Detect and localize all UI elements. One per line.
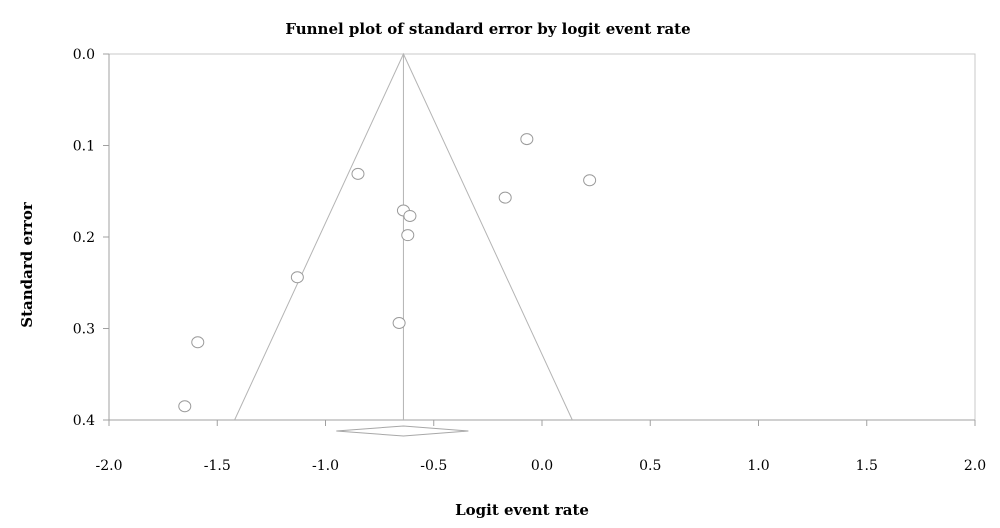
study-point [392,317,406,330]
x-axis-label: Logit event rate [455,501,589,519]
x-tick-label: 1.5 [856,458,878,474]
y-tick-label: 0.1 [73,139,95,155]
y-tick-label: 0.3 [73,322,95,338]
study-point [351,167,365,180]
study-point [583,174,597,187]
study-point [498,191,512,204]
y-axis-label: Standard error [18,201,36,328]
study-point [520,133,534,146]
summary-diamond [336,425,469,437]
x-tick-label: 0.0 [531,458,553,474]
x-tick-label: -0.5 [420,458,447,474]
study-point [403,209,417,222]
x-tick-label: -2.0 [96,458,123,474]
x-tick-label: 2.0 [964,458,986,474]
study-point [191,336,205,349]
y-tick-label: 0.0 [73,47,95,63]
study-point [401,229,415,242]
plot-area: -2.0 -1.5 -1.0 -0.5 0.0 0.5 1.0 1.5 2.0 0.0 0.1 0.2… [73,47,986,474]
x-tick-label: 0.5 [639,458,661,474]
study-point [178,400,192,413]
x-tick-label: 1.0 [747,458,769,474]
x-tick-label: -1.5 [204,458,231,474]
chart-title: Funnel plot of standard error by logit e… [285,20,690,38]
x-tick-label: -1.0 [312,458,339,474]
study-point [290,271,304,284]
plot-frame [108,53,976,421]
y-tick-label: 0.4 [73,413,95,429]
y-tick-label: 0.2 [73,230,95,246]
